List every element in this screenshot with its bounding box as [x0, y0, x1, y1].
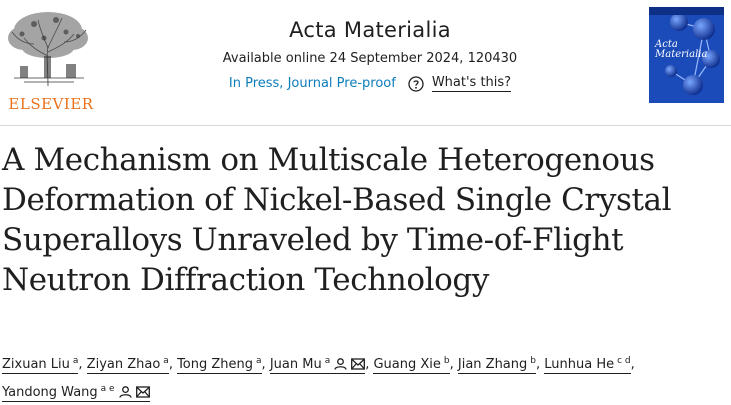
publisher-name: ELSEVIER	[8, 95, 94, 113]
article-status-row: In Press, Journal Pre-proof What's this?	[200, 75, 540, 92]
author-name[interactable]: Ziyan Zhao a	[86, 356, 169, 374]
author-name[interactable]: Yandong Wang a e	[2, 384, 150, 402]
mail-icon[interactable]	[351, 358, 366, 370]
author-affiliation-marker: c d	[617, 356, 631, 366]
author-name[interactable]: Jian Zhang b	[457, 356, 536, 374]
article-title: A Mechanism on Multiscale Heterogenous D…	[2, 142, 672, 298]
author-item: Tong Zheng a	[177, 356, 262, 374]
author-item: Lunhua He c d	[544, 356, 631, 374]
author-separator: ,	[261, 357, 270, 372]
mail-icon[interactable]	[135, 386, 150, 398]
author-item: Zixuan Liu a	[2, 356, 79, 374]
author-affiliation-marker: a	[256, 356, 262, 366]
author-item: Jian Zhang b	[457, 356, 536, 374]
author-name[interactable]: Tong Zheng a	[177, 356, 262, 374]
journal-cover-image[interactable]: Acta Materialia	[649, 7, 724, 103]
header-divider	[0, 125, 731, 126]
cover-journal-title: Acta Materialia	[655, 39, 708, 60]
whats-this-button[interactable]: What's this?	[408, 75, 512, 92]
article-status-link[interactable]: In Press, Journal Pre-proof	[228, 76, 396, 91]
author-affiliation-marker: b	[443, 356, 450, 366]
author-separator: ,	[78, 357, 87, 372]
author-name[interactable]: Zixuan Liu a	[2, 356, 79, 374]
author-separator: ,	[168, 357, 178, 372]
author-affiliation-marker: a	[324, 356, 331, 366]
author-separator: ,	[365, 357, 374, 372]
author-list: Zixuan Liu a, Ziyan Zhao a, Tong Zheng a, J…	[2, 349, 717, 405]
author-item: Yandong Wang a e	[2, 384, 150, 402]
person-icon[interactable]	[334, 358, 347, 370]
availability-date: Available online 24 September 2024, 1204…	[222, 51, 518, 66]
author-item: Juan Mu a	[269, 356, 366, 374]
author-separator: ,	[449, 357, 458, 372]
author-name[interactable]: Juan Mu a	[269, 356, 366, 374]
whats-this-label: What's this?	[431, 75, 512, 92]
author-item: Ziyan Zhao a	[86, 356, 169, 374]
journal-header: Acta Materialia Available online 24 Sept…	[200, 18, 540, 92]
author-name[interactable]: Lunhua He c d	[544, 356, 631, 374]
author-affiliation-marker: a e	[100, 384, 115, 394]
author-affiliation-marker: a	[163, 356, 169, 366]
elsevier-tree-logo[interactable]: ELSEVIER	[4, 8, 93, 113]
author-affiliation-marker: a	[72, 356, 79, 366]
author-item: Guang Xie b	[373, 356, 450, 374]
person-icon[interactable]	[118, 386, 132, 398]
author-separator: ,	[535, 357, 545, 372]
author-separator: ,	[630, 357, 635, 372]
journal-title[interactable]: Acta Materialia	[289, 18, 451, 42]
author-name[interactable]: Guang Xie b	[373, 356, 450, 374]
author-affiliation-marker: b	[530, 356, 536, 366]
help-icon	[408, 75, 424, 92]
